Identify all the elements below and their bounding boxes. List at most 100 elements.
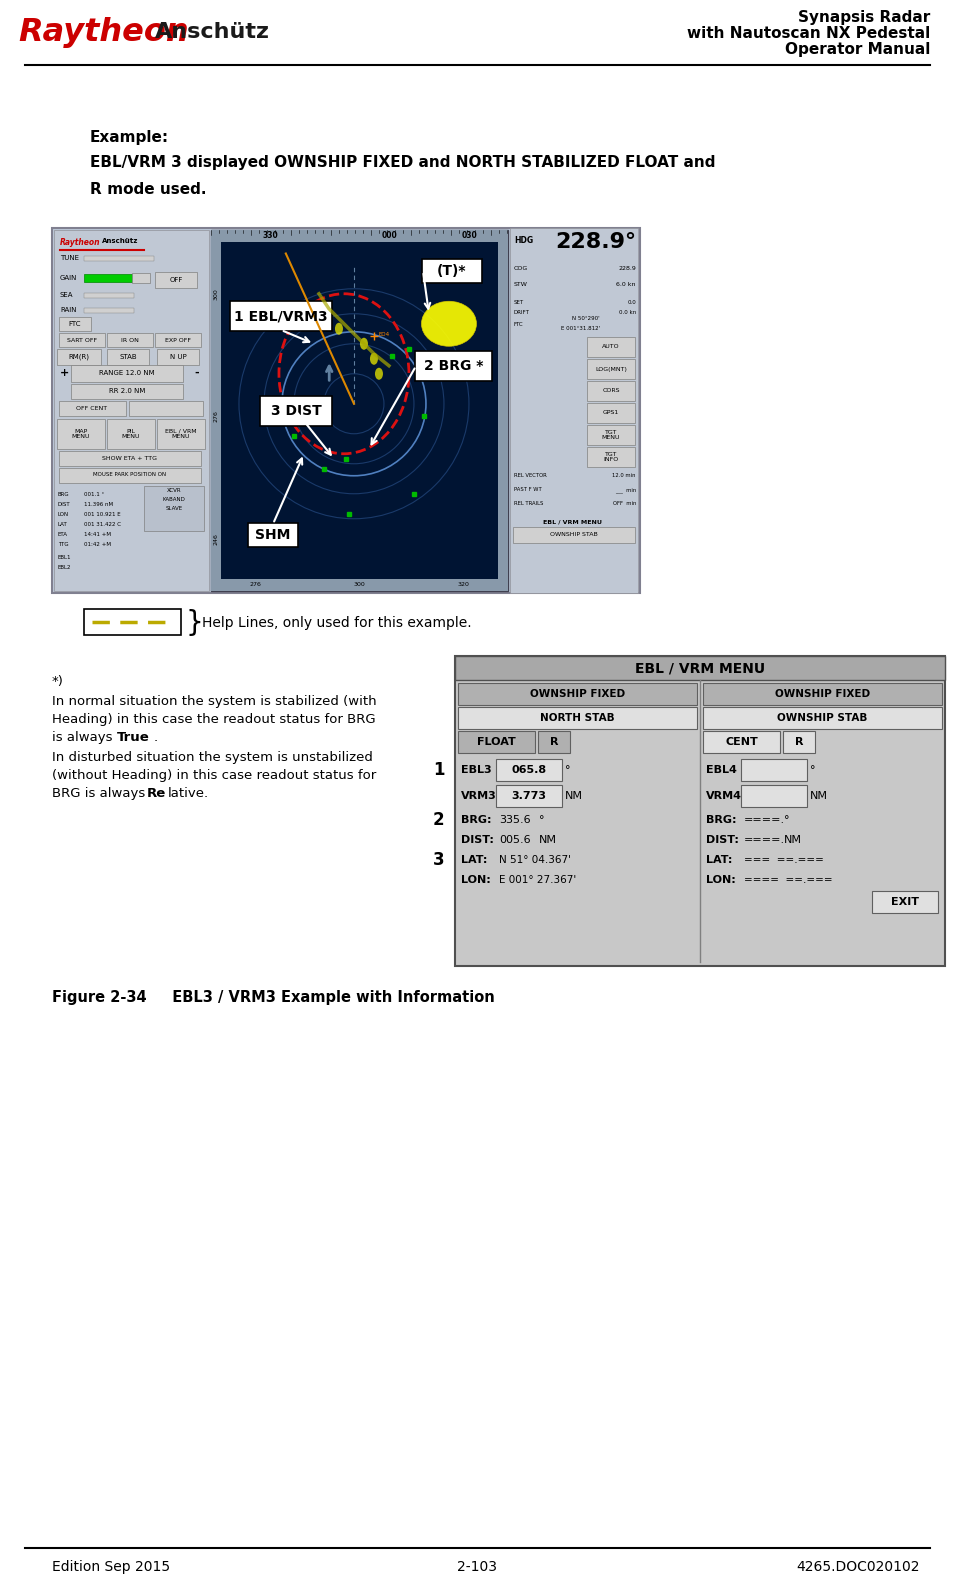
Text: EBL1: EBL1 [58,555,71,560]
Text: Edition Sep 2015: Edition Sep 2015 [52,1561,170,1573]
Text: BRG:: BRG: [705,815,736,826]
Text: COG: COG [514,266,528,270]
Text: 1: 1 [433,760,444,780]
Text: NM: NM [783,835,801,845]
Text: Operator Manual: Operator Manual [783,41,929,57]
Text: DIST: DIST [58,503,71,508]
Text: NM: NM [564,791,582,800]
FancyBboxPatch shape [586,425,635,445]
Text: LAT: LAT [58,522,68,527]
Text: Example:: Example: [90,130,169,145]
Text: OFF: OFF [169,277,182,283]
FancyBboxPatch shape [84,609,181,635]
Text: EBL3: EBL3 [460,765,491,775]
FancyBboxPatch shape [154,272,196,288]
Text: MOUSE PARK POSITION ON: MOUSE PARK POSITION ON [93,473,167,477]
Ellipse shape [375,368,382,380]
Text: 2-103: 2-103 [456,1561,497,1573]
Text: RM(R): RM(R) [69,353,90,360]
FancyBboxPatch shape [107,418,154,449]
Text: ===  ==.===: === ==.=== [743,854,823,866]
Text: EXP OFF: EXP OFF [165,337,191,342]
Text: N 50°290': N 50°290' [572,317,599,321]
Text: R: R [90,181,102,197]
Ellipse shape [319,302,328,315]
Text: 001 31.422 C: 001 31.422 C [84,522,121,527]
Text: 320: 320 [457,582,469,587]
Text: 14:41 +M: 14:41 +M [84,531,111,538]
FancyBboxPatch shape [421,259,481,283]
Text: OWNSHIP STAB: OWNSHIP STAB [550,533,598,538]
Text: *): *) [52,675,64,687]
Text: is always: is always [52,730,116,745]
Text: OWNSHIP FIXED: OWNSHIP FIXED [529,689,624,698]
Text: In disturbed situation the system is unstabilized: In disturbed situation the system is uns… [52,751,373,764]
Bar [84,274,133,282]
Text: EBL / VRM MENU: EBL / VRM MENU [635,660,764,675]
Text: mode used.: mode used. [102,181,206,197]
Bar [132,274,150,283]
Text: EBL2: EBL2 [58,565,71,570]
FancyBboxPatch shape [52,228,639,593]
Text: TGT
INFO: TGT INFO [602,452,618,463]
Text: 001 10.921 E: 001 10.921 E [84,512,120,517]
Text: 276: 276 [250,582,261,587]
FancyBboxPatch shape [496,784,561,807]
Text: DRIFT: DRIFT [514,310,529,315]
Text: 2: 2 [433,811,444,829]
Text: OWNSHIP FIXED: OWNSHIP FIXED [774,689,869,698]
FancyBboxPatch shape [59,450,201,466]
FancyBboxPatch shape [57,418,105,449]
Text: 0.0: 0.0 [626,301,636,305]
Text: 3.773: 3.773 [511,791,546,800]
Text: E 001° 27.367': E 001° 27.367' [498,875,576,885]
Text: MAP
MENU: MAP MENU [71,428,91,439]
Text: N 51° 04.367': N 51° 04.367' [498,854,571,866]
Text: 030: 030 [461,232,476,240]
Text: 246: 246 [213,533,218,544]
Text: STAB: STAB [119,355,136,360]
Text: Re: Re [147,788,166,800]
Text: 4265.DOC020102: 4265.DOC020102 [796,1561,919,1573]
Text: REL VECTOR: REL VECTOR [514,473,546,477]
Text: ====.: ====. [743,815,784,826]
Text: 000: 000 [381,232,396,240]
FancyBboxPatch shape [59,333,105,347]
Text: TGT
MENU: TGT MENU [601,430,619,441]
Text: Figure 2-34     EBL3 / VRM3 Example with Information: Figure 2-34 EBL3 / VRM3 Example with Inf… [52,990,495,1006]
Text: RAIN: RAIN [60,307,76,313]
Ellipse shape [421,301,476,347]
Text: CORS: CORS [601,388,619,393]
Text: FTC: FTC [69,321,81,328]
FancyBboxPatch shape [702,730,780,753]
FancyBboxPatch shape [260,396,332,426]
Text: EXIT: EXIT [890,897,918,907]
Text: N UP: N UP [170,355,186,360]
Text: Anschütz: Anschütz [154,22,270,41]
Text: R: R [794,737,802,748]
FancyBboxPatch shape [782,730,814,753]
Text: EO4: EO4 [378,333,390,337]
Text: 0.0 kn: 0.0 kn [618,310,636,315]
Bar [497,242,507,590]
Text: SLAVE: SLAVE [165,506,182,511]
Text: In normal situation the system is stabilized (with: In normal situation the system is stabil… [52,695,376,708]
Text: NORTH STAB: NORTH STAB [539,713,614,722]
FancyBboxPatch shape [586,447,635,468]
FancyBboxPatch shape [57,348,101,364]
Text: DIST:: DIST: [460,835,494,845]
Text: SHM: SHM [255,528,291,543]
FancyBboxPatch shape [59,317,91,331]
Text: BRG: BRG [58,492,70,496]
Text: 11.396 nM: 11.396 nM [84,503,113,508]
Text: 065.8: 065.8 [511,765,546,775]
Text: EBL / VRM MENU: EBL / VRM MENU [543,520,602,525]
FancyBboxPatch shape [71,364,183,382]
Text: .: . [153,730,158,745]
Text: IR ON: IR ON [121,337,139,342]
Text: °: ° [564,765,570,775]
Bar [84,309,133,313]
FancyBboxPatch shape [129,401,203,415]
Text: LAT:: LAT: [705,854,732,866]
Text: VRM3: VRM3 [460,791,497,800]
